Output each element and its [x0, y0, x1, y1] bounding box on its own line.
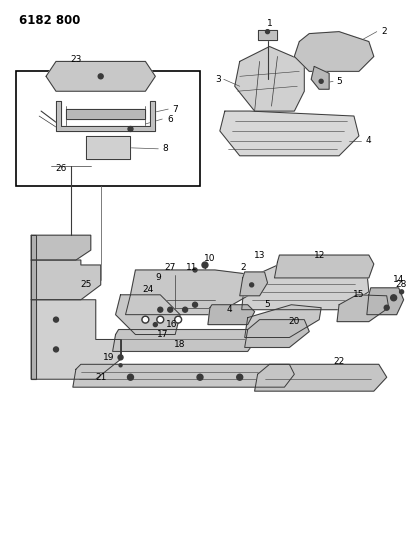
Circle shape — [193, 268, 197, 272]
Text: 24: 24 — [143, 285, 154, 294]
Polygon shape — [311, 67, 329, 89]
Circle shape — [399, 290, 404, 294]
Polygon shape — [66, 109, 145, 119]
Text: 5: 5 — [265, 300, 271, 309]
Polygon shape — [86, 136, 131, 159]
Text: 4: 4 — [366, 136, 372, 146]
Polygon shape — [337, 295, 389, 321]
Circle shape — [119, 364, 122, 367]
Text: 8: 8 — [162, 144, 168, 154]
Circle shape — [118, 355, 123, 360]
Polygon shape — [220, 111, 359, 156]
Text: 11: 11 — [186, 263, 198, 272]
Polygon shape — [367, 288, 404, 314]
Circle shape — [158, 307, 163, 312]
Circle shape — [53, 347, 58, 352]
Text: 26: 26 — [55, 164, 67, 173]
Polygon shape — [31, 235, 36, 379]
Circle shape — [98, 74, 103, 79]
Text: 17: 17 — [157, 330, 168, 339]
Polygon shape — [208, 305, 255, 325]
Polygon shape — [113, 329, 257, 351]
Polygon shape — [31, 235, 91, 260]
Text: 1: 1 — [267, 19, 273, 28]
Circle shape — [193, 302, 197, 307]
Bar — [16, 71, 200, 185]
Circle shape — [53, 317, 58, 322]
Polygon shape — [245, 320, 309, 348]
Text: 4: 4 — [227, 305, 233, 314]
Circle shape — [197, 374, 203, 380]
Circle shape — [319, 79, 323, 83]
Polygon shape — [275, 255, 374, 278]
Circle shape — [168, 307, 173, 312]
Circle shape — [153, 322, 157, 327]
Text: 14: 14 — [393, 276, 404, 285]
Circle shape — [266, 30, 270, 34]
Text: 7: 7 — [172, 104, 178, 114]
Polygon shape — [240, 272, 268, 296]
Circle shape — [142, 316, 149, 323]
Circle shape — [250, 283, 254, 287]
Circle shape — [237, 374, 243, 380]
Text: 16: 16 — [166, 320, 178, 329]
Circle shape — [391, 295, 397, 301]
Text: 6182 800: 6182 800 — [19, 14, 81, 27]
Polygon shape — [115, 295, 180, 335]
Polygon shape — [294, 31, 374, 71]
Text: 25: 25 — [80, 280, 91, 289]
Text: 6: 6 — [167, 115, 173, 124]
Text: 9: 9 — [155, 273, 161, 282]
Text: 2: 2 — [381, 27, 386, 36]
Text: 13: 13 — [254, 251, 265, 260]
Polygon shape — [46, 61, 155, 91]
Text: 15: 15 — [353, 290, 365, 300]
Circle shape — [175, 316, 182, 323]
Polygon shape — [31, 300, 120, 379]
Text: 18: 18 — [174, 340, 186, 349]
Circle shape — [183, 307, 188, 312]
Polygon shape — [126, 270, 255, 314]
Circle shape — [176, 318, 180, 321]
Text: 21: 21 — [95, 373, 106, 382]
Circle shape — [202, 262, 208, 268]
Text: 19: 19 — [103, 353, 114, 362]
Text: 2: 2 — [240, 263, 246, 272]
Text: 22: 22 — [333, 357, 345, 366]
Circle shape — [157, 316, 164, 323]
Polygon shape — [31, 260, 101, 300]
Polygon shape — [242, 262, 369, 310]
Circle shape — [128, 374, 133, 380]
Text: 27: 27 — [164, 263, 176, 272]
Text: 10: 10 — [204, 254, 216, 263]
Circle shape — [128, 126, 133, 132]
Text: 12: 12 — [313, 251, 325, 260]
Text: 23: 23 — [70, 55, 82, 64]
Polygon shape — [56, 101, 155, 131]
Circle shape — [143, 318, 147, 321]
Circle shape — [384, 305, 389, 310]
Polygon shape — [245, 305, 321, 337]
Text: 20: 20 — [288, 317, 300, 326]
Polygon shape — [73, 365, 294, 387]
Polygon shape — [235, 46, 304, 111]
Polygon shape — [257, 30, 277, 39]
Circle shape — [158, 318, 162, 321]
Text: 5: 5 — [336, 77, 342, 86]
Text: 3: 3 — [215, 75, 221, 84]
Text: 28: 28 — [395, 280, 406, 289]
Polygon shape — [255, 365, 387, 391]
